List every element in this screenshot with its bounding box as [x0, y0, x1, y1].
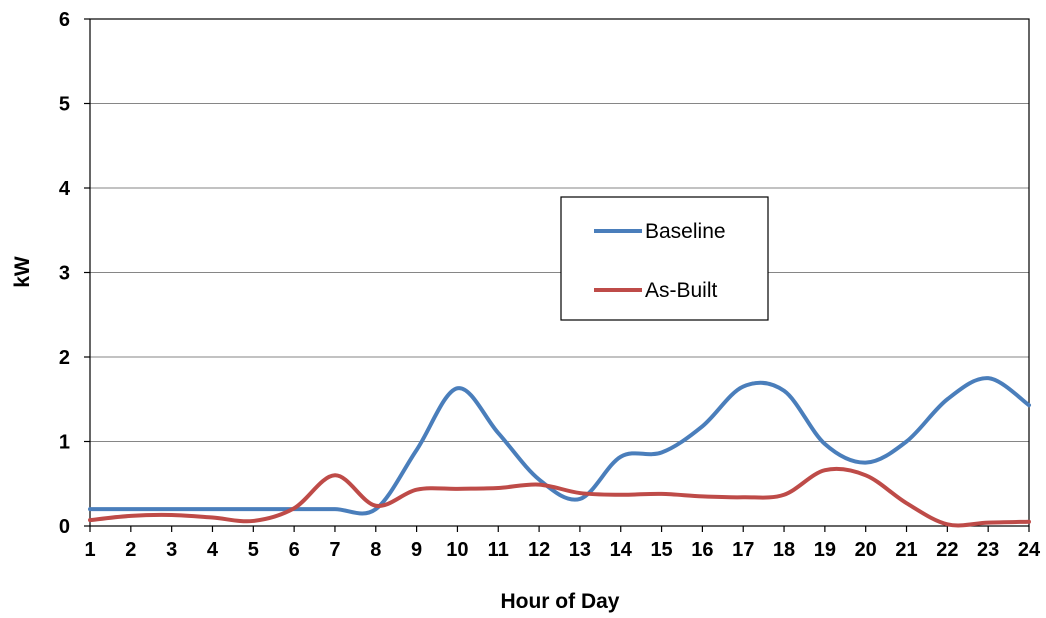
y-tick-label: 6: [59, 9, 70, 31]
x-tick-label: 8: [370, 539, 381, 561]
x-tick-label: 17: [732, 539, 754, 561]
x-tick-label: 19: [814, 539, 836, 561]
x-tick-label: 15: [650, 539, 672, 561]
x-tick-label: 9: [411, 539, 422, 561]
x-tick-label: 1: [84, 539, 95, 561]
legend-label-as-built: As-Built: [645, 279, 718, 302]
x-tick-label: 7: [329, 539, 340, 561]
x-tick-label: 24: [1018, 539, 1041, 561]
x-tick-label: 14: [610, 539, 633, 561]
x-tick-label: 13: [569, 539, 591, 561]
x-tick-label: 5: [248, 539, 259, 561]
x-tick-label: 3: [166, 539, 177, 561]
y-tick-label: 3: [59, 263, 70, 285]
legend-label-baseline: Baseline: [645, 220, 726, 243]
x-tick-label: 4: [207, 539, 219, 561]
series-line-baseline: [88, 376, 1031, 516]
x-tick-label: 10: [446, 539, 468, 561]
x-tick-label: 16: [691, 539, 713, 561]
y-tick-label: 4: [59, 178, 71, 200]
y-tick-label: 5: [59, 94, 70, 116]
x-tick-label: 23: [977, 539, 999, 561]
x-tick-label: 21: [895, 539, 917, 561]
y-tick-label: 1: [59, 432, 70, 454]
x-tick-label: 18: [773, 539, 795, 561]
gridlines: [90, 103, 1029, 442]
x-axis: 1 2 3 4 5 6 7 8 9 10 11 12 13 14 15 16 17 18 19 20 21 22 23 24: [84, 526, 1041, 561]
x-tick-label: 12: [528, 539, 550, 561]
legend-box: [560, 196, 769, 321]
x-tick-label: 11: [488, 539, 509, 561]
series-line-as-built: [88, 466, 1031, 528]
x-axis-title: Hour of Day: [500, 590, 619, 613]
y-axis: 0 1 2 3 4 5 6: [59, 9, 90, 538]
x-tick-label: 6: [289, 539, 300, 561]
y-axis-title: kW: [11, 256, 34, 288]
legend: Baseline As-Built: [560, 196, 769, 321]
series-layer: [88, 376, 1031, 528]
x-tick-label: 20: [855, 539, 877, 561]
y-tick-label: 0: [59, 516, 70, 538]
x-tick-label: 22: [936, 539, 958, 561]
x-tick-label: 2: [125, 539, 136, 561]
y-tick-label: 2: [59, 347, 70, 369]
